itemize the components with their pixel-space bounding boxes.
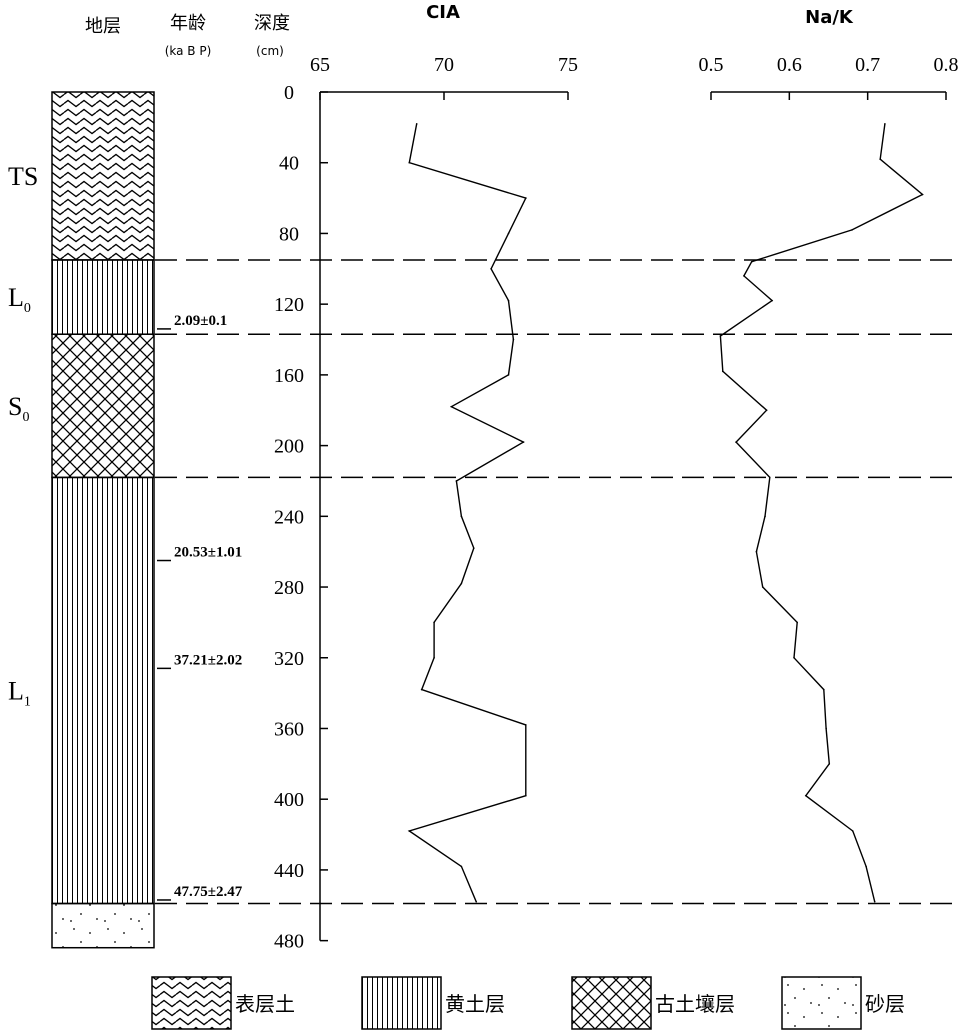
nak-point	[865, 865, 867, 868]
legend-label: 黄土层	[445, 992, 505, 1016]
age-label: 37.21±2.02	[174, 652, 242, 668]
depth-tick-label: 280	[274, 577, 304, 599]
cia-title: CIA	[426, 2, 460, 23]
nak-point	[879, 158, 881, 160]
legend-label: 表层土	[235, 992, 295, 1016]
cia-point	[475, 900, 478, 903]
cia-point	[433, 621, 435, 624]
legend-label: 砂层	[865, 992, 905, 1016]
depth-tick-label: 480	[274, 931, 304, 953]
layer-label: S0	[8, 392, 29, 425]
nak-point	[764, 515, 766, 518]
depth-tick-label: 440	[274, 860, 304, 882]
age-label: 47.75±2.47	[174, 884, 243, 900]
depth-tick-label: 160	[274, 365, 304, 387]
nak-tick-label: 0.7	[855, 54, 880, 76]
cia-point	[525, 197, 527, 199]
nak-point	[765, 409, 768, 412]
nak-point	[743, 275, 745, 277]
depth-tick-label: 240	[274, 506, 304, 528]
cia-point	[450, 405, 453, 408]
cia-point	[525, 724, 527, 726]
nak-point	[851, 229, 853, 231]
cia-tick-label: 65	[310, 54, 330, 76]
nak-point	[873, 900, 876, 903]
legend-swatch-dots	[781, 976, 862, 1030]
nak-title: Na/K	[805, 7, 854, 28]
layer-vlines-1	[51, 259, 155, 335]
cia-point	[460, 865, 463, 868]
cia-point	[472, 547, 475, 549]
nak-point	[793, 656, 795, 659]
age-unit: (ka B P)	[165, 44, 212, 58]
nak-point	[823, 688, 825, 691]
nak-tick-label: 0.6	[777, 54, 802, 76]
cia-point	[525, 794, 527, 797]
nak-point	[721, 370, 724, 373]
depth-tick-label: 40	[279, 153, 299, 175]
nak-tick-label: 0.5	[699, 54, 724, 76]
nak-series-line	[719, 123, 924, 902]
depth-tick-label: 0	[284, 82, 294, 104]
cia-point	[460, 582, 463, 585]
cia-point	[408, 830, 411, 832]
layer-cross-2	[51, 333, 155, 479]
cia-point	[490, 268, 492, 270]
nak-point	[761, 586, 764, 588]
age-header: 年龄	[170, 13, 206, 34]
age-label: 2.09±0.1	[174, 313, 227, 329]
layer-dots-4	[51, 902, 155, 949]
depth-tick-label: 360	[274, 718, 304, 740]
cia-point	[455, 480, 458, 482]
cia-point	[433, 656, 435, 659]
depth-tick-label: 80	[279, 223, 299, 245]
depth-tick-label: 120	[274, 294, 304, 316]
cia-tick-label: 75	[558, 54, 578, 76]
layer-wavy-0	[51, 91, 155, 261]
layer-vlines-3	[51, 476, 155, 905]
cia-point	[415, 123, 418, 125]
depth-unit: (cm)	[256, 44, 284, 58]
legend-swatch-wavy	[151, 976, 232, 1030]
legend-swatch-cross	[571, 976, 652, 1030]
nak-point	[851, 830, 854, 832]
nak-point	[804, 794, 807, 797]
depth-header: 深度	[254, 13, 290, 34]
depth-tick-label: 320	[274, 648, 304, 670]
cia-point	[408, 161, 411, 164]
cia-point	[507, 299, 510, 302]
nak-point	[768, 476, 771, 479]
nak-point	[825, 727, 827, 730]
nak-point	[828, 763, 831, 765]
cia-point	[507, 232, 510, 235]
nak-point	[921, 193, 924, 196]
depth-tick-label: 200	[274, 436, 304, 458]
nak-point	[771, 299, 773, 302]
cia-tick-label: 70	[434, 54, 454, 76]
nak-point	[750, 260, 753, 263]
nak-point	[719, 335, 722, 337]
stratum-header: 地层	[85, 16, 121, 37]
cia-series-line	[407, 123, 527, 902]
cia-point	[460, 515, 463, 518]
layer-label: L1	[8, 676, 31, 709]
layer-label: TS	[8, 162, 38, 191]
legend-label: 古土壤层	[655, 992, 735, 1016]
cia-point	[507, 374, 510, 376]
cia-point	[522, 441, 525, 443]
nak-point	[735, 441, 737, 443]
layer-label: L0	[8, 283, 31, 316]
age-label: 20.53±1.01	[174, 545, 242, 561]
nak-point	[796, 621, 798, 624]
nak-tick-label: 0.8	[934, 54, 959, 76]
nak-point	[755, 550, 758, 553]
nak-point	[884, 123, 886, 125]
legend-swatch-vlines	[361, 976, 442, 1030]
cia-point	[512, 338, 515, 341]
depth-tick-label: 400	[274, 789, 304, 811]
cia-point	[420, 688, 423, 691]
